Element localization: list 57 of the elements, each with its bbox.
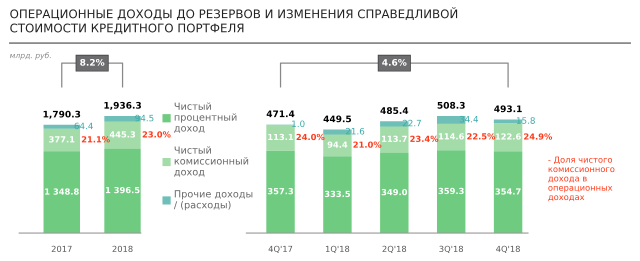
data-label: 1 396.5: [106, 186, 140, 194]
data-label: 113.7: [382, 136, 407, 142]
data-label: 354.7: [495, 188, 521, 195]
text: 23.0%: [142, 131, 171, 138]
data-label: 114.6: [438, 133, 464, 140]
x-tick-label: 4Q'17: [268, 246, 292, 253]
bar: [494, 123, 522, 152]
bar: [494, 151, 522, 234]
annotation: 21.0%: [353, 141, 382, 148]
bar: [266, 150, 295, 234]
x-tick-label: 1Q'18: [326, 246, 350, 253]
bar: [104, 148, 141, 234]
data-label: 15.8: [516, 117, 535, 124]
data-label: 349.0: [382, 188, 408, 196]
data-label: 1.0: [292, 120, 305, 128]
bar: [436, 124, 466, 150]
total-label: 493.1: [494, 105, 522, 112]
bar: [380, 126, 409, 153]
legend-label: Прочие доходы / (расходы): [174, 190, 252, 210]
text: - Доля чистого комиссионного дохода в операционных доходах: [548, 156, 614, 202]
data-label: 377.1: [49, 136, 74, 143]
total-label: 1,790.3: [44, 110, 80, 119]
annotation: 24.0%: [296, 134, 325, 140]
data-label: 445.3: [110, 131, 136, 138]
bar: [44, 151, 80, 234]
x-tick-label: 2017: [52, 246, 72, 252]
data-label: 1 348.8: [45, 188, 79, 195]
text: ОПЕРАЦИОННЫЕ ДОХОДЫ ДО РЕЗЕРВОВ И ИЗМЕНЕНИЯ СПРАВЕДЛИВОЙ СТОИМОСТИ КРЕДИТНОГО ПОРТФЕЛЯ: [10, 7, 458, 34]
annotation: 22.5%: [467, 133, 496, 140]
data-label: 113.1: [268, 134, 294, 140]
data-label: 333.5: [324, 190, 350, 198]
legend-label: Чистый комиссионный доход: [174, 146, 248, 177]
bar: [436, 150, 466, 234]
data-label: 94.4: [328, 141, 348, 148]
legend-label: Чистый процентный доход: [174, 102, 236, 133]
bar: [323, 134, 352, 156]
annotation: 24.9%: [524, 133, 552, 140]
bar: [380, 152, 409, 234]
total-label: 508.3: [438, 102, 465, 109]
total-label: 471.4: [266, 110, 294, 118]
total-label: 1,936.3: [104, 102, 141, 110]
text: 8.2%: [80, 58, 104, 66]
total-label: 449.5: [324, 115, 352, 122]
x-tick-label: 3Q'18: [439, 246, 464, 253]
annotation: 23.4%: [410, 136, 438, 142]
annotation: 21.1%: [82, 136, 110, 143]
bar: [44, 128, 80, 152]
x-tick-label: 4Q'18: [496, 246, 520, 253]
data-label: 64.4: [74, 122, 93, 130]
bar: [323, 156, 352, 234]
x-tick-label: 2Q'18: [382, 246, 406, 253]
data-label: 359.3: [438, 188, 464, 194]
x-tick-label: 2018: [112, 246, 133, 252]
total-label: 485.4: [380, 107, 408, 114]
text: 4.6%: [382, 58, 407, 66]
data-label: 357.3: [268, 188, 294, 194]
data-label: 122.6: [496, 133, 521, 140]
